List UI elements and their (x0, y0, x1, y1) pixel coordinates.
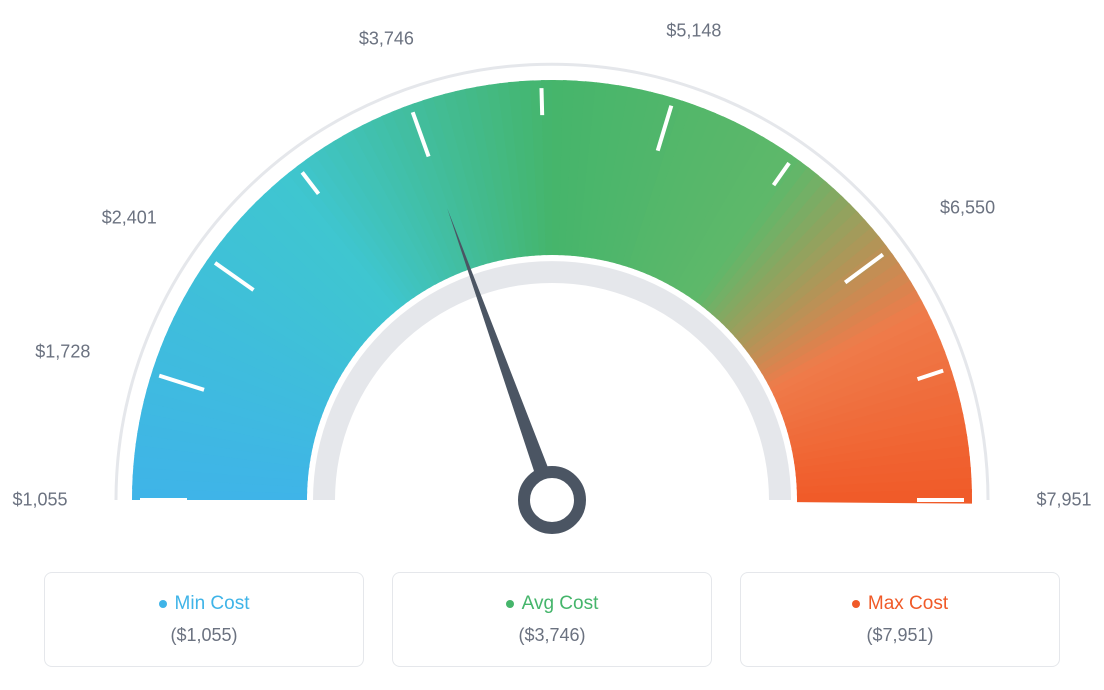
legend-dot-min (159, 600, 167, 608)
legend-row: Min Cost ($1,055) Avg Cost ($3,746) Max … (0, 572, 1104, 667)
legend-label-avg: Avg Cost (506, 593, 599, 615)
gauge-tick-label: $6,550 (940, 198, 995, 219)
legend-label-min: Min Cost (159, 593, 250, 615)
legend-label-max: Max Cost (852, 593, 948, 615)
gauge-tick-label: $7,951 (1036, 490, 1091, 511)
legend-value-avg: ($3,746) (393, 625, 711, 646)
gauge-tick-label: $1,055 (12, 490, 67, 511)
legend-card-avg: Avg Cost ($3,746) (392, 572, 712, 667)
gauge-tick-label: $1,728 (35, 342, 90, 363)
legend-value-max: ($7,951) (741, 625, 1059, 646)
legend-dot-max (852, 600, 860, 608)
gauge-chart: $1,055 $1,728 $2,401 $3,746 $5,148 $6,550 $7,9… (0, 0, 1104, 560)
gauge-svg (0, 0, 1104, 560)
legend-dot-avg (506, 600, 514, 608)
legend-label-avg-text: Avg Cost (522, 593, 599, 615)
legend-card-min: Min Cost ($1,055) (44, 572, 364, 667)
legend-label-min-text: Min Cost (175, 593, 250, 615)
legend-label-max-text: Max Cost (868, 593, 948, 615)
legend-value-min: ($1,055) (45, 625, 363, 646)
legend-card-max: Max Cost ($7,951) (740, 572, 1060, 667)
gauge-tick-label: $2,401 (102, 208, 157, 229)
gauge-tick-label: $5,148 (666, 21, 721, 42)
gauge-tick-label: $3,746 (359, 28, 414, 49)
